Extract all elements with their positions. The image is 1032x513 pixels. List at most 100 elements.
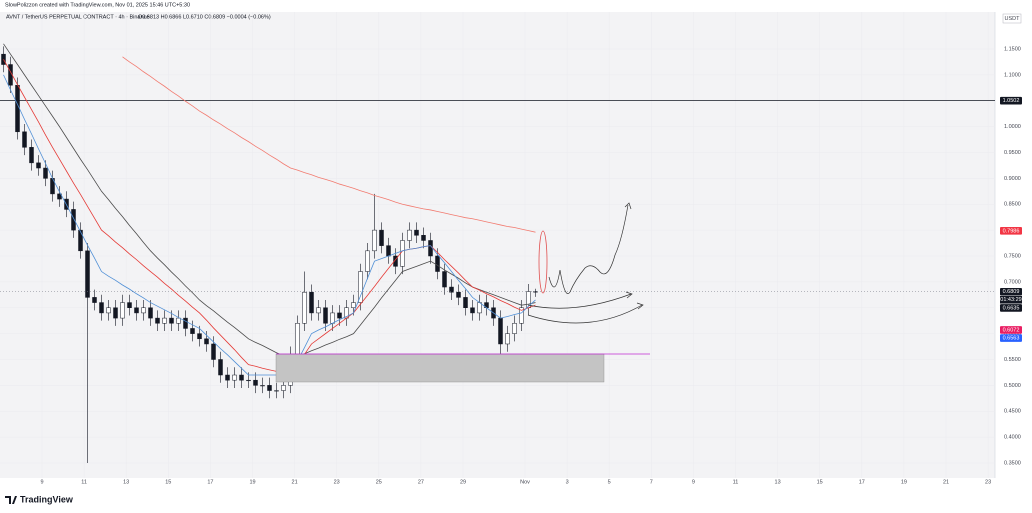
y-tick-label: 0.6000 (1004, 331, 1021, 337)
price-tag (1000, 326, 1022, 334)
candle-body (43, 167, 48, 179)
candle-body (372, 229, 377, 252)
price-tag (1000, 96, 1022, 105)
candle-body (176, 317, 181, 324)
logo: TradingView (5, 494, 74, 504)
ohlc: O0.6813 H0.6866 L0.6710 C0.6809 −0.0004 … (138, 14, 271, 20)
arrowhead (625, 291, 633, 299)
candle-body (204, 338, 209, 345)
candle-body (78, 229, 83, 252)
candle-body (365, 250, 370, 272)
candle-body (302, 291, 307, 324)
candle-body (449, 286, 454, 293)
x-tick-label: 9 (40, 479, 43, 485)
price-tag-label: 0.6635 (1003, 305, 1020, 311)
brand: TradingView (20, 494, 74, 504)
candle-body (162, 317, 167, 324)
candle-body (435, 255, 440, 272)
candle-body (211, 343, 216, 360)
price-tag (1000, 227, 1022, 235)
x-tick-label: 27 (418, 479, 424, 485)
candle-body (428, 240, 433, 257)
candle-body (400, 240, 405, 267)
x-tick-label: 23 (985, 479, 991, 485)
curve-arrow (527, 293, 632, 309)
candle-body (421, 235, 426, 241)
candle-body (379, 229, 384, 246)
currency: USDT (1005, 16, 1021, 22)
price-tag-label: 0.6563 (1003, 336, 1020, 342)
candle-body (169, 317, 174, 324)
candle-body (463, 297, 468, 308)
arrowhead (636, 302, 644, 310)
x-tick-label: Nov (520, 479, 530, 485)
candle-body (295, 323, 300, 355)
price-tag (1000, 287, 1022, 296)
candle-body (15, 84, 20, 133)
candle-body (274, 390, 279, 392)
y-tick-label: 0.4000 (1004, 435, 1021, 441)
candle-body (232, 374, 237, 381)
candle-body (71, 209, 76, 231)
candle-body (190, 328, 195, 334)
x-tick-label: 25 (376, 479, 382, 485)
candle-body (309, 291, 314, 314)
candle-body (246, 379, 251, 382)
candle-body (253, 379, 258, 386)
chart-layer: 0.3500 0.4000 0.4500 0.5000 0.5500 0.60000.65… (0, 12, 1022, 485)
indicator-line (122, 56, 536, 233)
candle-body (106, 307, 111, 314)
candle-body (183, 317, 188, 329)
y-tick-label: 0.4500 (1004, 409, 1021, 415)
x-tick-label: 21 (292, 479, 298, 485)
candle-body (197, 333, 202, 340)
y-tick-label: 0.3500 (1004, 460, 1021, 466)
candle-body (512, 323, 517, 334)
curve-arrow (527, 304, 643, 324)
path-arrow (548, 204, 629, 294)
countdown: 01:43:29 (1000, 297, 1021, 303)
x-tick-label: 19 (901, 479, 907, 485)
candle-body (36, 162, 41, 169)
x-tick-label: 7 (650, 479, 653, 485)
y-tick-label: 1.1500 (1004, 46, 1021, 52)
y-tick-label: 1.1000 (1004, 72, 1021, 78)
candle-body (337, 312, 342, 319)
candle-body (498, 317, 503, 345)
candle-body (113, 307, 118, 319)
candle-body (29, 147, 34, 164)
symbol: AVNT / TetherUS PERPETUAL CONTRACT · 4h … (6, 14, 149, 20)
currency-box[interactable] (1002, 13, 1022, 24)
candle-body (22, 131, 27, 148)
x-tick-label: 13 (123, 479, 129, 485)
candle-body (281, 385, 286, 391)
price-tag (1000, 334, 1022, 342)
candle-body (330, 312, 335, 324)
candle-body (155, 317, 160, 324)
candle-body (505, 333, 510, 345)
drawings (275, 202, 650, 383)
candle-body (127, 302, 132, 308)
x-tick-label: 17 (859, 479, 865, 485)
candle-body (470, 307, 475, 314)
x-tick-label: 19 (249, 479, 255, 485)
y-tick-label: 0.5000 (1004, 383, 1021, 389)
y-tick-label: 0.8500 (1004, 202, 1021, 208)
y-tick-label: 0.9500 (1004, 150, 1021, 156)
price-tag (1000, 304, 1022, 312)
zone-box (275, 353, 605, 383)
price-tag-label: 0.6072 (1003, 327, 1020, 333)
x-tick-label: 3 (566, 479, 569, 485)
candle-body (407, 229, 412, 241)
y-tick-label: 0.7500 (1004, 253, 1021, 259)
candle-body (393, 255, 398, 267)
plot-area (0, 12, 995, 478)
x-tick-label: 21 (943, 479, 949, 485)
candle-body (225, 374, 230, 381)
candle-body (57, 193, 62, 200)
candle-body (120, 302, 125, 319)
indicator-line (3, 59, 536, 376)
candle-body (260, 385, 265, 387)
ellipse (538, 230, 548, 294)
